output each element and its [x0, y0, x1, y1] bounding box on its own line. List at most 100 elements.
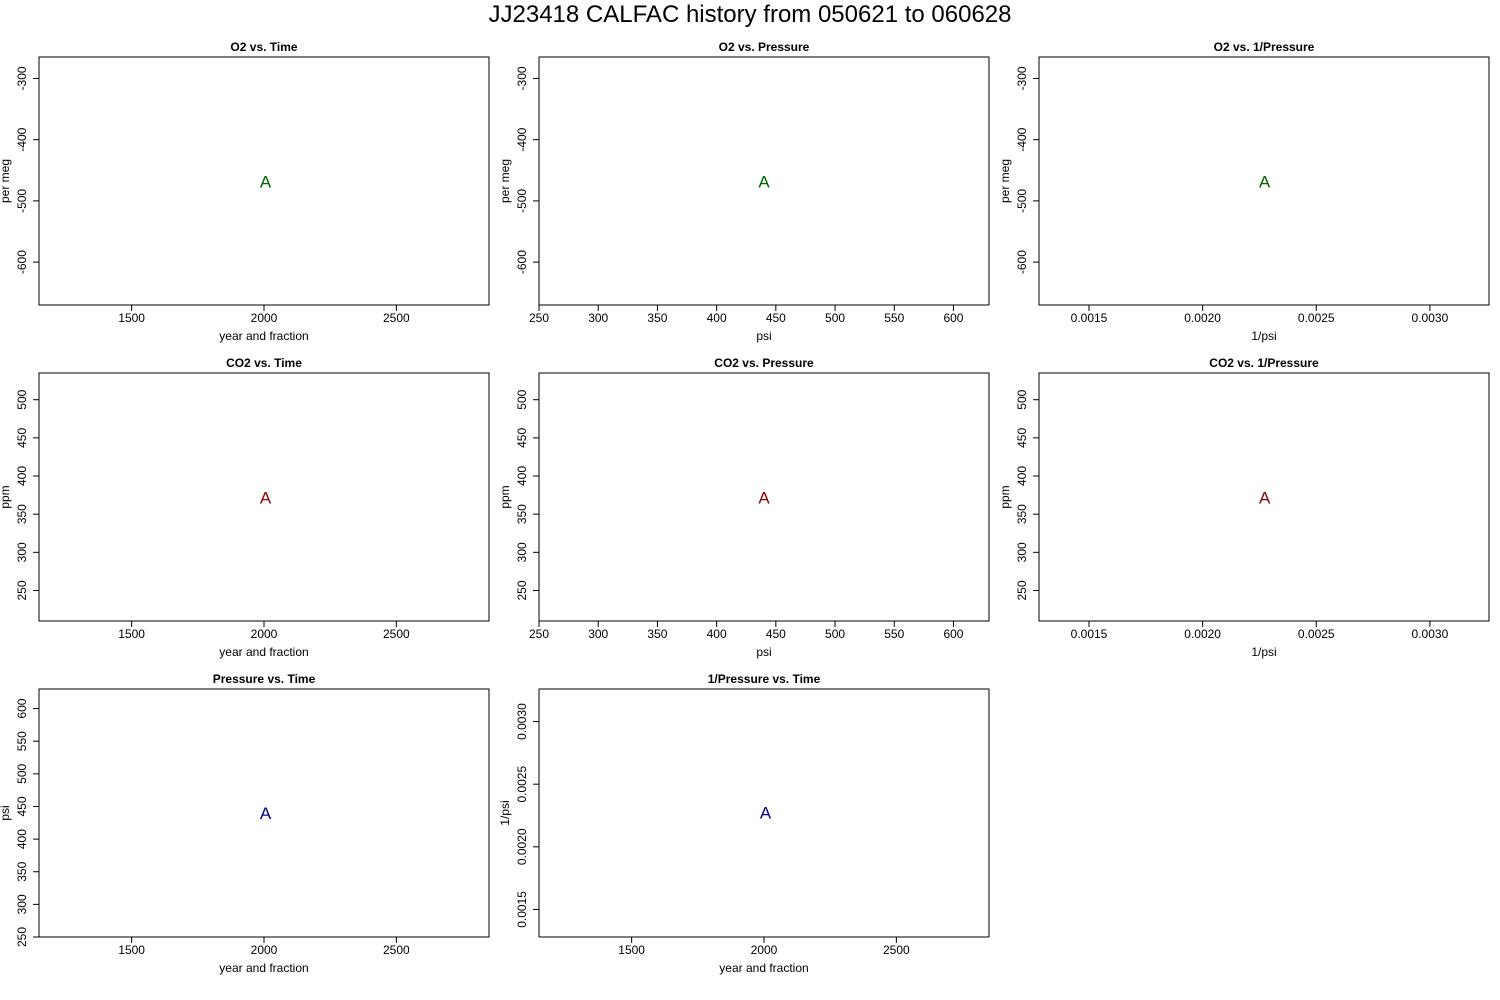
y-tick-label: 550: [15, 731, 29, 751]
y-tick-label: 450: [515, 428, 529, 448]
y-tick-label: 350: [515, 504, 529, 524]
data-point: A: [1259, 172, 1271, 191]
x-tick-label: 1500: [618, 943, 645, 957]
x-tick-label: 2500: [883, 943, 910, 957]
panel-o2-vs-time: O2 vs. Time year and fraction per meg 1500 2…: [0, 40, 490, 343]
y-tick-label: 350: [15, 504, 29, 524]
y-tick-label: 400: [515, 466, 529, 486]
x-tick-label: 1500: [118, 311, 145, 325]
x-tick-label: 0.0030: [1412, 311, 1449, 325]
data-point: A: [1259, 488, 1271, 507]
x-tick-label: 600: [943, 311, 963, 325]
y-tick-label: -300: [15, 66, 29, 90]
x-tick-label: 250: [529, 311, 549, 325]
x-axis-label: psi: [756, 329, 771, 343]
y-tick-label: 350: [1015, 504, 1029, 524]
y-tick-label: 450: [1015, 428, 1029, 448]
x-tick-label: 2000: [751, 943, 778, 957]
x-tick-label: 2500: [383, 311, 410, 325]
x-tick-label: 400: [707, 311, 727, 325]
x-axis-label: year and fraction: [219, 645, 308, 659]
panel-title: O2 vs. Pressure: [719, 40, 810, 54]
panel-co2-vs-inverse-pressure: CO2 vs. 1/Pressure 1/psi ppm 0.0015 0.0020 0.…: [998, 356, 1490, 659]
x-tick-label: 1500: [118, 943, 145, 957]
x-tick-label: 2500: [383, 943, 410, 957]
y-tick-label: 0.0025: [515, 766, 529, 803]
x-tick-label: 0.0025: [1298, 627, 1335, 641]
y-tick-label: 600: [15, 698, 29, 718]
panel-title: O2 vs. Time: [230, 40, 297, 54]
panel-o2-vs-pressure: O2 vs. Pressure psi per meg 250 300 350 400 450…: [498, 40, 990, 343]
y-tick-label: 500: [515, 389, 529, 409]
x-tick-label: 450: [766, 311, 786, 325]
y-tick-label: -600: [1015, 250, 1029, 274]
y-tick-label: 300: [15, 542, 29, 562]
y-tick-label: 0.0030: [515, 703, 529, 740]
y-tick-label: 500: [15, 389, 29, 409]
figure-title: JJ23418 CALFAC history from 050621 to 06…: [489, 1, 1012, 28]
x-tick-label: 0.0015: [1071, 311, 1108, 325]
y-tick-label: 400: [15, 466, 29, 486]
y-axis-label: 1/psi: [498, 800, 512, 825]
panel-co2-vs-pressure: CO2 vs. Pressure psi ppm 250 300 350 400 450 500…: [498, 356, 990, 659]
y-tick-label: 300: [15, 894, 29, 914]
x-tick-label: 0.0015: [1071, 627, 1108, 641]
x-axis-label: year and fraction: [219, 961, 308, 975]
y-tick-label: 250: [515, 580, 529, 600]
panel-title: Pressure vs. Time: [213, 672, 316, 686]
y-tick-label: 400: [1015, 466, 1029, 486]
data-point: A: [260, 488, 272, 507]
panel-title: O2 vs. 1/Pressure: [1214, 40, 1315, 54]
y-tick-label: -500: [15, 189, 29, 213]
x-tick-label: 2000: [251, 627, 278, 641]
x-tick-label: 550: [884, 627, 904, 641]
y-tick-label: 500: [15, 764, 29, 784]
x-tick-label: 350: [647, 627, 667, 641]
data-point: A: [758, 488, 770, 507]
data-point: A: [758, 172, 770, 191]
y-tick-label: 500: [1015, 389, 1029, 409]
panels-grid: O2 vs. Time year and fraction per meg 1500 2…: [0, 40, 1490, 975]
y-tick-label: -400: [1015, 127, 1029, 151]
x-tick-label: 1500: [118, 627, 145, 641]
y-tick-label: 300: [1015, 542, 1029, 562]
data-point: A: [760, 804, 772, 823]
panel-title: CO2 vs. Pressure: [714, 356, 814, 370]
panel-o2-vs-inverse-pressure: O2 vs. 1/Pressure 1/psi per meg 0.0015 0.002…: [998, 40, 1490, 343]
y-axis-label: per meg: [0, 159, 12, 203]
y-tick-label: 350: [15, 861, 29, 881]
x-axis-label: psi: [756, 645, 771, 659]
panel-title: CO2 vs. 1/Pressure: [1209, 356, 1319, 370]
y-tick-label: -400: [515, 127, 529, 151]
y-axis-label: per meg: [498, 159, 512, 203]
y-tick-label: -500: [515, 189, 529, 213]
x-tick-label: 300: [588, 311, 608, 325]
x-tick-label: 550: [884, 311, 904, 325]
y-axis-label: ppm: [498, 485, 512, 508]
y-tick-label: 250: [15, 580, 29, 600]
panel-title: 1/Pressure vs. Time: [708, 672, 821, 686]
y-tick-label: 250: [1015, 580, 1029, 600]
x-tick-label: 400: [707, 627, 727, 641]
y-tick-label: -600: [515, 250, 529, 274]
y-axis-label: psi: [0, 805, 12, 820]
x-tick-label: 300: [588, 627, 608, 641]
x-tick-label: 250: [529, 627, 549, 641]
panel-pressure-vs-time: Pressure vs. Time year and fraction psi 150…: [0, 672, 490, 975]
x-tick-label: 500: [825, 311, 845, 325]
y-axis-label: ppm: [998, 485, 1012, 508]
x-tick-label: 450: [766, 627, 786, 641]
x-tick-label: 2000: [251, 311, 278, 325]
x-tick-label: 600: [943, 627, 963, 641]
panel-co2-vs-time: CO2 vs. Time year and fraction ppm 1500 2000…: [0, 356, 490, 659]
y-tick-label: -400: [15, 127, 29, 151]
y-axis-label: per meg: [998, 159, 1012, 203]
panel-inverse-pressure-vs-time: 1/Pressure vs. Time year and fraction 1/ps…: [498, 672, 990, 975]
x-tick-label: 0.0020: [1184, 311, 1221, 325]
x-tick-label: 350: [647, 311, 667, 325]
y-tick-label: -300: [515, 66, 529, 90]
y-tick-label: -600: [15, 250, 29, 274]
x-tick-label: 500: [825, 627, 845, 641]
x-tick-label: 2500: [383, 627, 410, 641]
